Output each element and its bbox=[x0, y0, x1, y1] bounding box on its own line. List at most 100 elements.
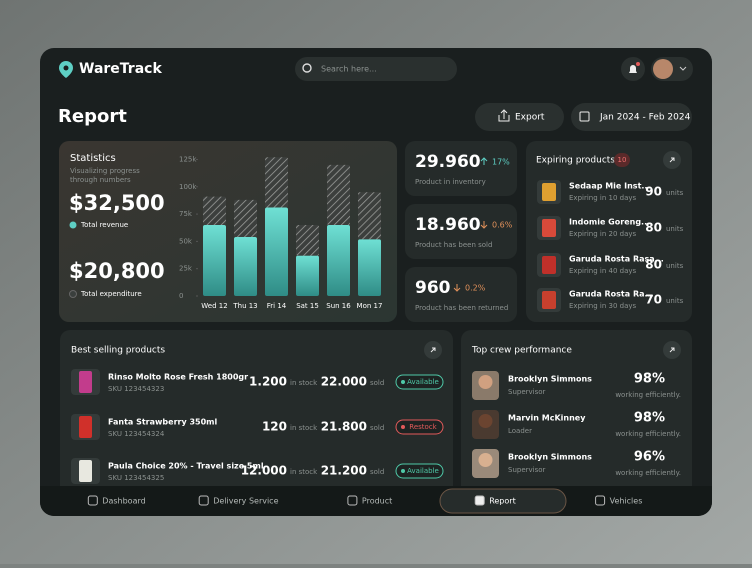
x-tick-label: Thu 13 bbox=[232, 302, 257, 310]
y-tick-label: 25k bbox=[179, 265, 193, 273]
revenue-bar bbox=[327, 225, 350, 296]
product-name: Indomie Goreng... bbox=[569, 218, 650, 227]
status-dot bbox=[401, 469, 405, 473]
kpi-change: 0.2% bbox=[465, 284, 486, 293]
calendar-icon bbox=[579, 111, 590, 122]
chevron bbox=[679, 66, 687, 71]
product-image bbox=[542, 291, 556, 309]
expiring-title: Expiring products bbox=[536, 156, 615, 166]
expenditure-bar bbox=[358, 192, 381, 240]
nav-active bbox=[439, 488, 567, 514]
y-tick-label: 75k bbox=[179, 210, 193, 218]
status-pill bbox=[395, 463, 444, 479]
page-title: Report bbox=[58, 106, 127, 127]
kpi-label: Product in inventory bbox=[415, 178, 486, 186]
kpi-value: 29.960 bbox=[415, 152, 481, 172]
product-name: Sedaap Mie Inst... bbox=[569, 182, 651, 191]
product-sku: SKU 123454325 bbox=[108, 474, 164, 482]
logo-dot bbox=[63, 65, 69, 71]
bell-icon bbox=[629, 65, 637, 73]
nav-item[interactable]: Product bbox=[362, 497, 392, 506]
crew-role: Loader bbox=[508, 427, 532, 435]
kpi-change: 17% bbox=[492, 158, 510, 167]
search-box[interactable] bbox=[295, 57, 457, 81]
crew-face bbox=[478, 414, 493, 428]
stats-title: Statistics bbox=[70, 153, 116, 164]
date-range: Jan 2024 - Feb 2024 bbox=[599, 113, 691, 123]
crew-face bbox=[478, 375, 493, 389]
product-image bbox=[542, 219, 556, 237]
nav-icon bbox=[347, 495, 358, 506]
expenditure-bar bbox=[327, 164, 350, 225]
date-button[interactable] bbox=[571, 103, 692, 131]
nav-icon bbox=[87, 495, 98, 506]
nav-item[interactable]: Dashboard bbox=[102, 497, 145, 506]
revenue-bar bbox=[265, 207, 288, 296]
product-name: Paula Choice 20% - Travel size 5ml bbox=[108, 462, 264, 471]
nav-item[interactable]: Vehicles bbox=[610, 497, 643, 506]
sold-label: sold bbox=[370, 379, 384, 387]
sold-label: sold bbox=[370, 424, 384, 432]
crew-role: Supervisor bbox=[508, 466, 546, 474]
product-qty: 80 bbox=[645, 258, 662, 272]
stock-value: 120 bbox=[262, 420, 287, 434]
product-sku: SKU 123454323 bbox=[108, 385, 164, 393]
product-image bbox=[79, 416, 92, 438]
product-image bbox=[542, 256, 556, 274]
status-dot bbox=[401, 380, 405, 384]
kpi-card bbox=[405, 204, 517, 259]
stock-label: in stock bbox=[290, 379, 318, 387]
expenditure-bar bbox=[296, 225, 319, 256]
crew-name: Marvin McKinney bbox=[508, 414, 586, 423]
export-label: Export bbox=[515, 113, 545, 123]
product-expiry: Expiring in 10 days bbox=[569, 194, 636, 202]
product-qty: 70 bbox=[645, 293, 662, 307]
stock-value: 1.200 bbox=[249, 375, 287, 389]
crew-role: Supervisor bbox=[508, 388, 546, 396]
stock-value: 12.000 bbox=[241, 464, 287, 478]
x-tick-label: Mon 17 bbox=[357, 302, 383, 310]
avatar bbox=[653, 59, 673, 79]
expenditure-bar bbox=[234, 199, 257, 238]
kpi-value: 18.960 bbox=[415, 215, 481, 235]
status-dot bbox=[401, 425, 405, 429]
nav-item[interactable]: Report bbox=[489, 497, 516, 506]
status-pill bbox=[395, 374, 444, 390]
trend-arrow bbox=[480, 221, 488, 229]
expiring-count: 10 bbox=[618, 156, 627, 164]
status-label: Available bbox=[407, 378, 439, 386]
crew-score-label: working efficiently. bbox=[615, 391, 681, 399]
expenditure-bar bbox=[203, 196, 226, 225]
crew-card bbox=[461, 330, 692, 500]
product-sku: SKU 123454324 bbox=[108, 430, 165, 438]
legend-label: Total expenditure bbox=[80, 290, 142, 298]
status-label: Restock bbox=[409, 423, 437, 431]
arrow-icon bbox=[669, 347, 675, 353]
legend-dot bbox=[69, 221, 77, 229]
stats-subtitle: Visualizing progress bbox=[70, 167, 140, 175]
revenue-bar bbox=[234, 237, 257, 296]
best-selling-card bbox=[60, 330, 453, 500]
arrow-icon bbox=[430, 347, 436, 353]
revenue-bar bbox=[296, 255, 319, 296]
kpi-card bbox=[405, 141, 517, 196]
expenditure-total: $20,800 bbox=[69, 259, 165, 283]
export-button[interactable] bbox=[475, 103, 564, 131]
product-unit: units bbox=[666, 297, 684, 305]
status-label: Available bbox=[407, 467, 439, 475]
y-tick-label: 125k bbox=[179, 155, 197, 163]
legend-dot bbox=[69, 290, 77, 298]
stock-label: in stock bbox=[290, 468, 318, 476]
product-qty: 80 bbox=[645, 221, 662, 235]
nav-item[interactable]: Delivery Service bbox=[213, 497, 278, 506]
sold-label: sold bbox=[370, 468, 384, 476]
stock-label: in stock bbox=[290, 424, 318, 432]
crew-score: 98% bbox=[634, 411, 665, 426]
revenue-bar bbox=[358, 239, 381, 296]
search-icon bbox=[302, 63, 312, 73]
trend-arrow bbox=[480, 157, 488, 165]
expiring-card bbox=[526, 141, 692, 322]
crew-title: Top crew performance bbox=[471, 346, 572, 356]
y-tick-label: 0 bbox=[179, 292, 183, 300]
